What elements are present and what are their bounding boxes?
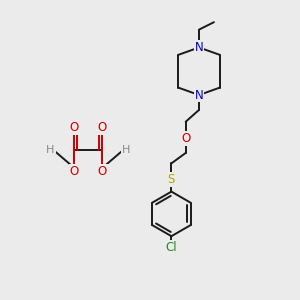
- Text: N: N: [195, 41, 203, 54]
- Text: Cl: Cl: [166, 241, 177, 254]
- Text: O: O: [98, 165, 107, 178]
- Text: N: N: [195, 88, 203, 101]
- Text: O: O: [181, 132, 190, 145]
- Text: O: O: [98, 121, 107, 134]
- Text: O: O: [70, 165, 79, 178]
- Text: H: H: [122, 145, 130, 155]
- Text: O: O: [70, 121, 79, 134]
- Text: H: H: [46, 145, 55, 155]
- Text: S: S: [168, 173, 175, 186]
